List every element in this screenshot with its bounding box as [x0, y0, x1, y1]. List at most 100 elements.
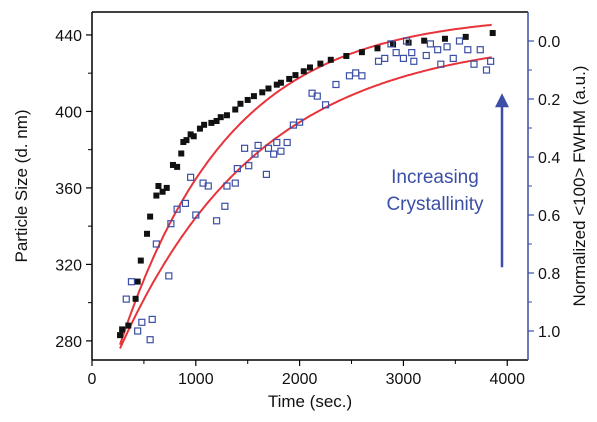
particle-size-point [462, 33, 469, 40]
x-tick-label: 1000 [178, 371, 214, 388]
fwhm-point [173, 205, 181, 213]
fwhm-point [212, 217, 221, 225]
fwhm-point [146, 336, 154, 344]
fwhm-point [470, 60, 478, 68]
fwhm-point [422, 51, 430, 60]
particle-size-point [137, 257, 144, 264]
fwhm-point [374, 57, 383, 65]
particle-size-point [237, 100, 244, 107]
fwhm-point [270, 150, 278, 158]
fwhm-point [352, 69, 360, 77]
right-y-tick-label: 0.4 [538, 150, 560, 167]
fwhm-point [443, 43, 451, 51]
particle-size-point [125, 322, 132, 329]
x-axis-title: Time (sec.) [268, 392, 352, 411]
particle-size-point [132, 295, 139, 302]
particle-size-point [178, 150, 185, 157]
particle-size-point [213, 117, 220, 124]
fwhm-point [192, 211, 200, 219]
fwhm-point [313, 92, 321, 100]
fwhm-point [223, 182, 231, 190]
left-y-axis-title: Particle Size (d. nm) [12, 109, 31, 262]
x-tick-label: 2000 [282, 371, 318, 388]
particle-size-point [317, 60, 324, 67]
x-tick-label: 0 [88, 371, 97, 388]
particle-size-point [155, 183, 162, 189]
fwhm-point [277, 147, 285, 155]
particle-size-point [208, 119, 215, 126]
particle-size-point [119, 326, 126, 333]
particle-size-point [265, 85, 272, 92]
fwhm-point [165, 272, 173, 280]
particle-size-point [163, 184, 170, 191]
particle-size-point [300, 68, 307, 75]
left-y-tick-label: 360 [55, 181, 82, 198]
left-y-tick-label: 280 [55, 334, 82, 351]
fwhm-point [387, 40, 395, 48]
fwhm-point [449, 54, 457, 63]
left-y-tick-label: 440 [55, 28, 82, 45]
fwhm-point [167, 220, 175, 228]
fwhm-point [426, 40, 435, 48]
fwhm-point [204, 182, 212, 190]
particle-size-point [327, 56, 334, 63]
fwhm-point [408, 48, 416, 57]
particle-size-point [244, 96, 251, 103]
particle-size-point [286, 75, 293, 82]
fwhm-point [152, 240, 160, 248]
particle-size-point [190, 133, 197, 140]
particle-size-point [489, 30, 496, 37]
fwhm-point [321, 101, 330, 109]
particle-size-point [421, 37, 428, 44]
particle-size-point [441, 35, 448, 42]
crystallinity-arrow-head [495, 93, 509, 108]
x-tick-label: 3000 [386, 371, 422, 388]
fwhm-point [464, 46, 472, 54]
fwhm-point [332, 80, 340, 89]
particle-size-point [358, 49, 365, 56]
particle-size-point [196, 125, 203, 132]
fwhm-point [487, 57, 495, 65]
fwhm-point [122, 295, 130, 303]
fwhm-point [251, 150, 259, 158]
fwhm-point [402, 37, 411, 45]
particle-size-point [307, 64, 313, 71]
particle-size-point [273, 81, 280, 88]
fwhm-point [345, 72, 354, 80]
left-y-tick-label: 320 [55, 257, 82, 274]
fwhm-point [482, 66, 491, 74]
particle-size-point [180, 139, 187, 146]
particle-size-point [153, 192, 160, 199]
fwhm-point [134, 327, 142, 335]
particle-size-point [277, 79, 284, 86]
right-y-tick-label: 0.2 [538, 92, 560, 109]
particle-size-point [187, 131, 194, 138]
right-y-tick-label: 0.0 [538, 34, 560, 51]
particle-size-point [217, 114, 224, 121]
particle-size-point [250, 93, 257, 100]
fwhm-point [221, 202, 229, 210]
particle-size-point [183, 137, 190, 144]
fwhm-point [181, 199, 190, 207]
particle-size-point [201, 121, 208, 128]
particle-size-point [134, 278, 141, 285]
fwhm-point [254, 141, 262, 149]
particle-size-point [174, 163, 181, 170]
particle-size-point [147, 213, 154, 220]
x-tick-label: 4000 [489, 371, 525, 388]
fwhm-point [262, 170, 270, 178]
annotation-line-1: Increasing [391, 167, 479, 188]
particle-size-point [390, 41, 397, 48]
fwhm-point [296, 118, 304, 126]
particle-size-point [292, 72, 299, 79]
fwhm-point [283, 138, 291, 147]
particle-size-point [259, 89, 266, 96]
particle-size-point [374, 45, 381, 52]
fwhm-point [434, 46, 442, 54]
particle-size-point [159, 188, 166, 195]
fwhm-point [264, 144, 273, 152]
fwhm-point [476, 46, 484, 54]
fwhm-point [410, 57, 418, 65]
fwhm-point [455, 37, 464, 45]
